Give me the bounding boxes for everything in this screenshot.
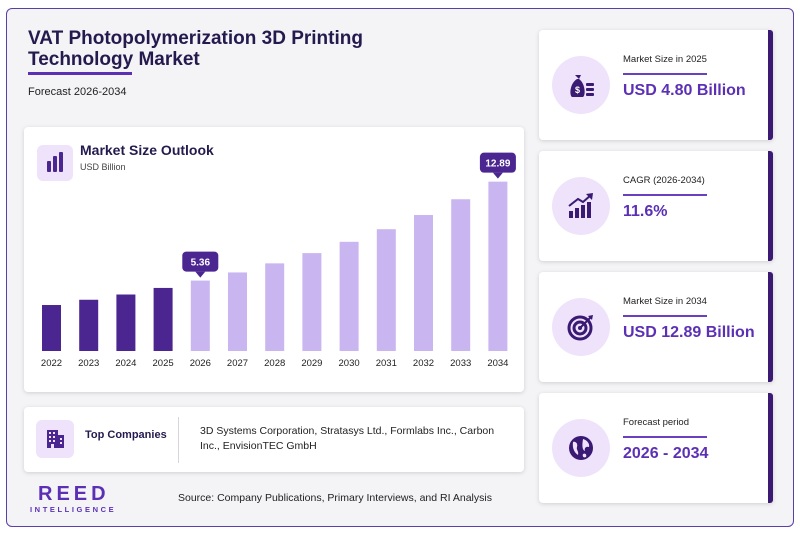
stat-label: Forecast period [623,417,690,428]
stat-underline [623,436,707,438]
bar [302,253,322,351]
title-underline [28,72,132,75]
bar [376,229,396,351]
x-tick-label: 2022 [41,358,62,369]
logo-subtitle: INTELLIGENCE [30,505,117,514]
bar [451,199,471,351]
bar [116,294,136,351]
x-tick-label: 2023 [78,358,99,369]
x-tick-label: 2034 [487,358,508,369]
bar [153,287,173,351]
page-title: VAT Photopolymerization 3D Printing Tech… [28,28,363,70]
stat-value: 11.6% [623,203,668,220]
stat-value: USD 12.89 Billion [623,324,755,341]
callout-pointer [195,271,206,278]
bar [42,305,61,351]
top-companies-list: 3D Systems Corporation, Stratasys Ltd., … [200,425,495,452]
callout-pointer [492,172,503,179]
stat-card-forecast-period: Forecast period 2026 - 2034 [539,393,773,503]
x-tick-label: 2027 [227,358,248,369]
divider [178,417,179,463]
x-tick-label: 2033 [450,358,471,369]
bar [265,263,285,351]
top-companies-card: Top Companies 3D Systems Corporation, St… [24,407,524,472]
top-companies-label: Top Companies [85,429,167,441]
stat-label: CAGR (2026-2034) [623,175,705,186]
callout-box [479,152,516,173]
x-tick-label: 2024 [115,358,136,369]
stat-underline [623,73,707,75]
globe-icon [552,419,610,477]
stat-underline [623,315,707,317]
stat-underline [623,194,707,196]
money-bag-icon: $ [552,56,610,114]
building-icon [36,420,74,458]
x-tick-label: 2030 [339,358,360,369]
x-tick-label: 2031 [376,358,397,369]
bar [79,299,99,351]
bar [414,215,433,351]
bar [339,241,359,351]
stat-label: Market Size in 2025 [623,54,707,65]
chart-card: Market Size Outlook USD Billion 2022 2023… [24,127,524,392]
chart-title: Market Size Outlook [80,142,214,158]
x-tick-label: 2032 [413,358,434,369]
svg-text:$: $ [575,85,580,95]
bar-chart-icon [37,145,73,181]
logo-wordmark: REED [38,483,110,505]
data-label: 5.36 [191,258,211,269]
stat-card-cagr: CAGR (2026-2034) 11.6% [539,151,773,261]
target-icon [552,298,610,356]
stat-value: USD 4.80 Billion [623,82,746,99]
source-note: Source: Company Publications, Primary In… [178,492,492,504]
page-subtitle: Forecast 2026-2034 [28,86,127,98]
stat-card-market-2025: $ Market Size in 2025 USD 4.80 Billion [539,30,773,140]
chart-unit: USD Billion [80,162,126,172]
x-tick-label: 2029 [301,358,322,369]
callout-box [182,251,219,272]
bar-chart: 2022 2023 2024 2025 2026 2027 2028 2029 2030 2031… [41,152,516,369]
data-label: 12.89 [485,159,510,170]
bar [228,272,247,351]
bar [190,280,210,351]
growth-chart-icon [552,177,610,235]
stat-label: Market Size in 2034 [623,296,707,307]
x-tick-label: 2026 [190,358,211,369]
stat-card-market-2034: Market Size in 2034 USD 12.89 Billion [539,272,773,382]
x-tick-label: 2028 [264,358,285,369]
x-tick-label: 2025 [153,358,174,369]
bar [488,181,508,351]
stat-value: 2026 - 2034 [623,445,709,462]
